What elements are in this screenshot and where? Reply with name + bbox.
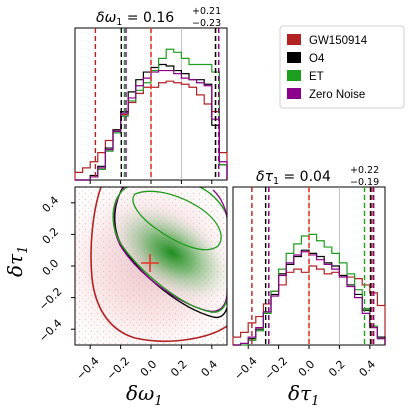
joint-ytick-label-1: −0.2	[36, 285, 64, 313]
omega1-title-value: = 0.16	[122, 10, 174, 26]
legend-label-zero-noise: Zero Noise	[309, 89, 365, 101]
joint-xticks: −0.4 −0.2 0.0 0.2 0.4	[74, 345, 220, 383]
joint-ytick-label-2: 0.0	[40, 257, 62, 279]
tau1-title-value: = 0.04	[279, 169, 331, 185]
joint-ytick-label-4: 0.4	[40, 194, 62, 216]
legend-label-o4: O4	[309, 53, 325, 65]
omega1-title-lower: −0.23	[192, 18, 221, 29]
omega1-title-sub: 1	[116, 17, 122, 28]
legend-swatch-zero-noise	[287, 88, 301, 99]
tau1-xtick-label-2: 0.0	[296, 358, 318, 380]
joint-yticks: −0.4 −0.2 0.0 0.2 0.4	[36, 194, 75, 345]
joint-xtick-label-4: 0.4	[199, 358, 221, 380]
tau1-xlabel: δτ1	[288, 381, 319, 409]
legend-swatch-o4	[287, 52, 301, 63]
joint-xtick-label-2: 0.0	[138, 358, 160, 380]
legend: GW150914 O4 ET Zero Noise	[279, 25, 405, 109]
legend-label-et: ET	[309, 71, 324, 83]
tau1-xtick-label-3: 0.2	[326, 358, 348, 380]
et-density	[111, 204, 227, 302]
omega1-marginal-panel: δω1 = 0.16 +0.21 −0.23	[74, 6, 228, 184]
joint-xtick-label-0: −0.4	[74, 354, 102, 382]
legend-swatch-et	[287, 70, 301, 81]
tau1-title-lower: −0.19	[350, 177, 379, 188]
joint-ylabel-main: δτ	[3, 253, 27, 277]
gw150914-contour	[90, 187, 227, 343]
et-contour-inner	[132, 190, 222, 251]
joint-ytick-label-0: −0.4	[36, 317, 64, 345]
tau1-xtick-label-0: −0.4	[232, 354, 260, 382]
legend-frame	[279, 25, 405, 109]
tau1-marginal-panel: −0.4 −0.2 0.0 0.2 0.4 δτ1 = 0.04 +0.22 −0.19…	[232, 165, 386, 409]
omega1-title: δω1 = 0.16	[96, 10, 174, 28]
tau1-xtick-label-1: −0.2	[262, 354, 290, 382]
omega1-marginal-xticks	[89, 180, 213, 184]
joint-ylabel: δτ1	[3, 246, 31, 277]
joint-xtick-label-1: −0.2	[104, 354, 132, 382]
legend-label-gw150914: GW150914	[309, 35, 368, 47]
joint-ytick-label-3: 0.2	[40, 225, 62, 247]
tau1-xlabel-sub: 1	[311, 394, 319, 409]
truth-marker	[141, 254, 159, 272]
tau1-title-upper: +0.22	[350, 165, 379, 176]
joint-xlabel: δω1	[126, 381, 163, 409]
tau1-xtick-label-4: 0.4	[357, 358, 379, 380]
tau1-xlabel-main: δτ	[288, 381, 312, 405]
joint-xtick-label-3: 0.2	[168, 358, 190, 380]
tau1-title-prefix: δτ	[256, 169, 274, 185]
tau1-title-sub: 1	[273, 176, 279, 187]
joint-panel: −0.4 −0.2 0.0 0.2 0.4 −0.4−0.20.00.20.4 δω1 …	[3, 186, 228, 409]
tau1-title: δτ1 = 0.04	[256, 169, 331, 187]
omega1-title-prefix: δω	[96, 10, 117, 26]
joint-ylabel-sub: 1	[16, 246, 31, 254]
tau1-marginal-xticks: −0.4 −0.2 0.0 0.2 0.4	[232, 345, 378, 383]
omega1-title-upper: +0.21	[192, 6, 221, 17]
joint-xlabel-main: δω	[126, 381, 154, 405]
joint-xlabel-sub: 1	[154, 394, 162, 409]
legend-swatch-gw150914	[287, 34, 301, 45]
